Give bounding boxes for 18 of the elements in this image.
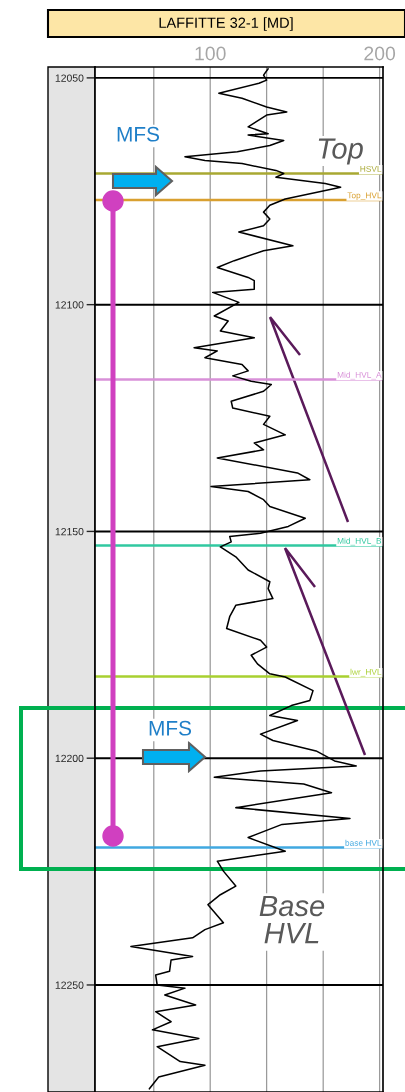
ref-line-label: Top_HVL <box>347 192 382 200</box>
x-tick-label: 200 <box>364 46 396 61</box>
y-tick-label: 12250 <box>55 981 84 989</box>
y-tick-label: 12050 <box>55 74 84 82</box>
annotation: MFS <box>149 720 192 736</box>
y-tick-label: 12200 <box>55 754 84 763</box>
ref-line-label: HSVL <box>360 166 382 172</box>
y-tick-label: 12100 <box>55 301 84 309</box>
annotation: Top <box>318 138 363 165</box>
ref-line-label: Mid_HVL_A <box>337 371 382 380</box>
chart-title: LAFFITTE 32-1 [MD] <box>159 17 293 31</box>
ref-line-label: base HVL <box>345 839 382 846</box>
annotation: MFS <box>117 126 160 142</box>
annotation: Base HVL <box>259 895 325 944</box>
ref-line-label: lwr_HVL <box>350 668 382 677</box>
ref-line-label: Mid_HVL_B <box>337 537 382 546</box>
x-tick-label: 100 <box>195 46 226 61</box>
y-tick-label: 12150 <box>55 527 84 536</box>
